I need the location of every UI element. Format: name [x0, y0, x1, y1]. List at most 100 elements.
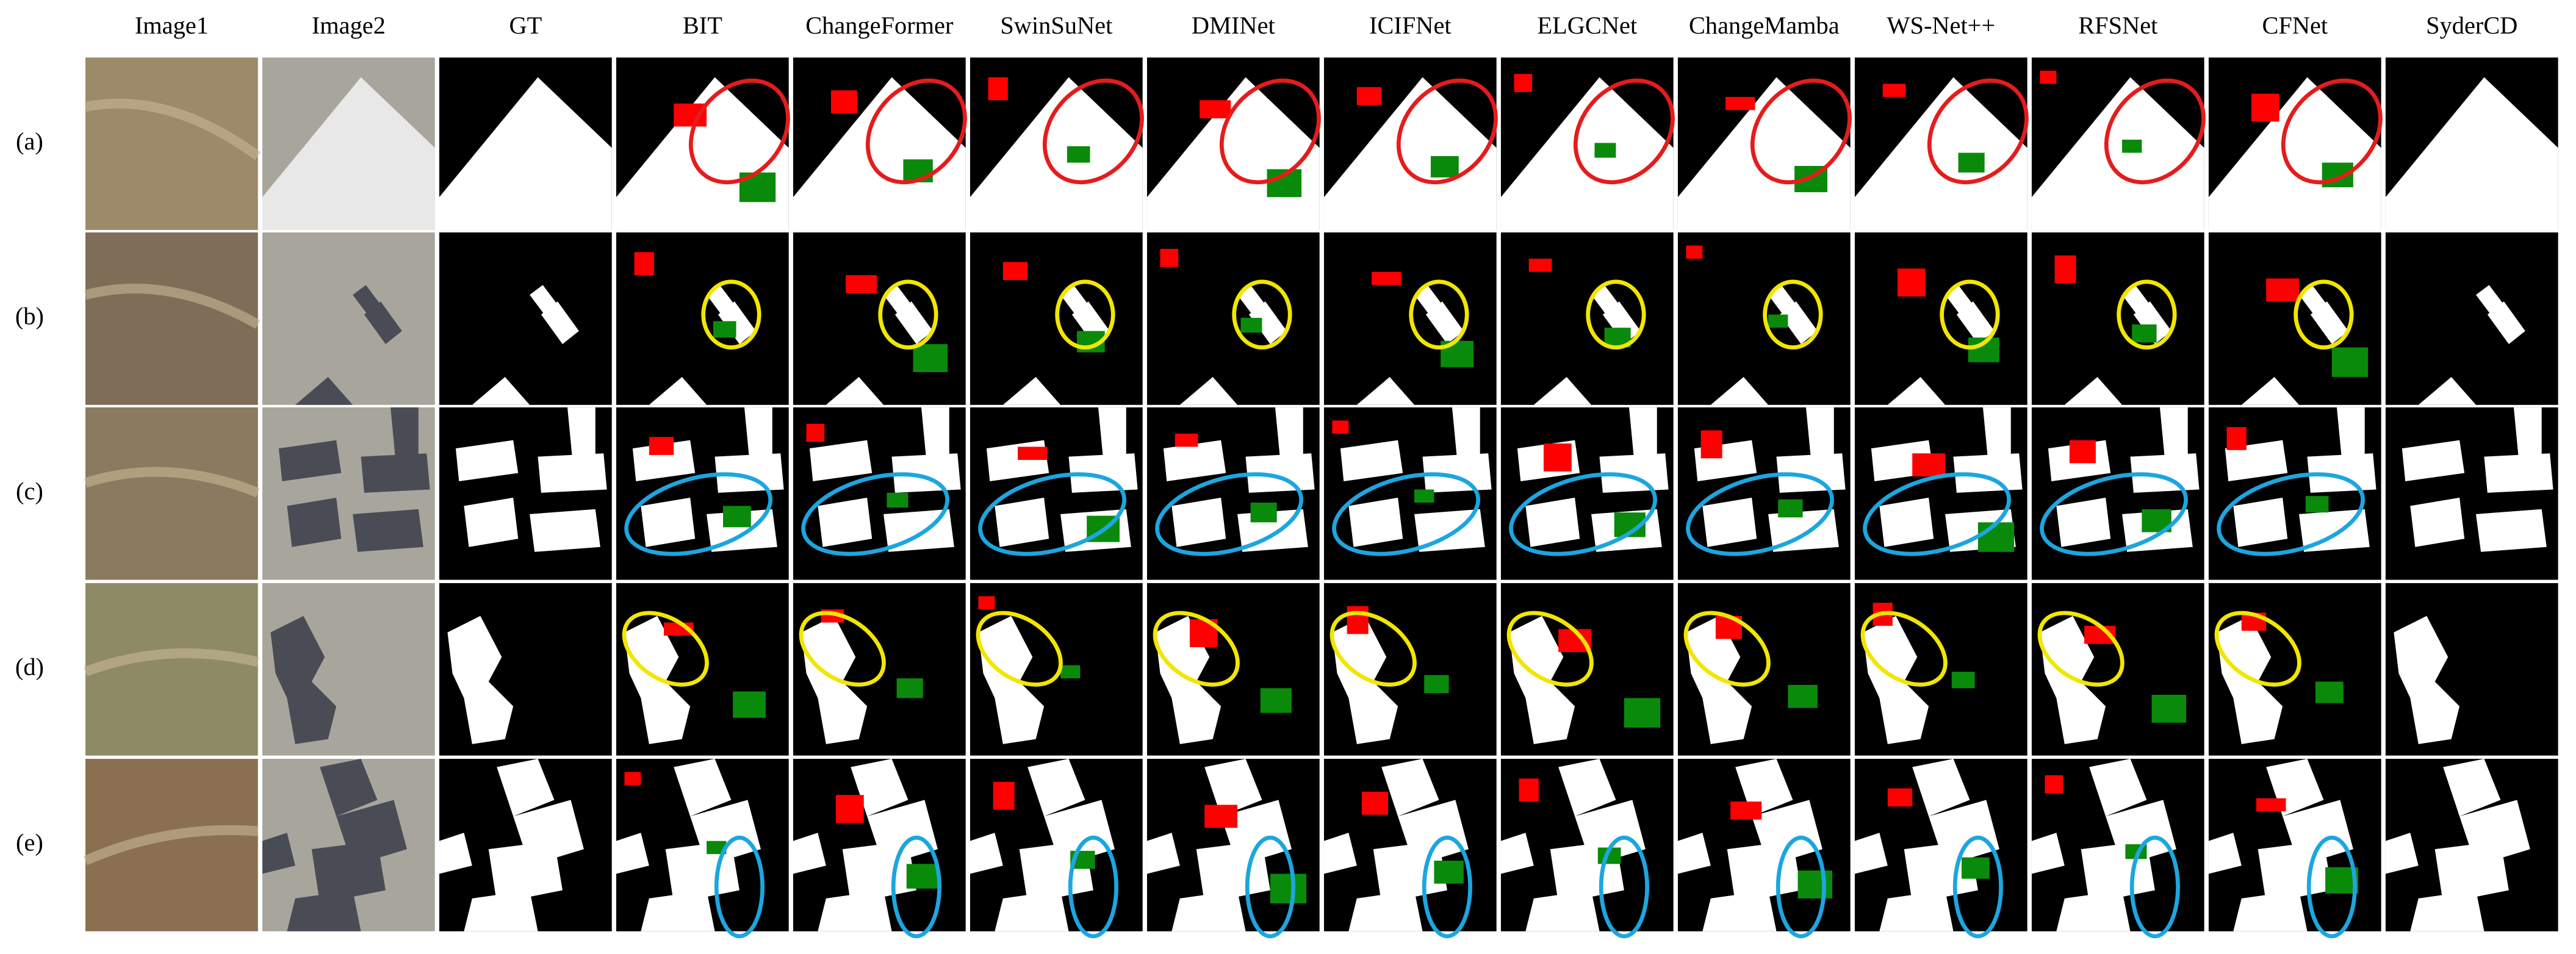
change-region — [455, 440, 519, 482]
image-cell — [1323, 407, 1497, 580]
change-region — [2241, 377, 2300, 405]
building-roof — [390, 407, 419, 476]
change-region — [2443, 759, 2501, 817]
false-positive — [2040, 70, 2057, 84]
image-cell — [2208, 57, 2383, 231]
highlight-ellipse — [1927, 78, 2029, 185]
false-positive — [2266, 278, 2300, 302]
column-header: ICIFNet — [1369, 12, 1452, 39]
image-cell — [1146, 407, 1320, 580]
image-cell — [970, 759, 1143, 939]
image-cell — [1500, 57, 1675, 231]
change-region — [1348, 890, 1423, 931]
highlight-ellipse — [1586, 279, 1646, 350]
image-cell — [84, 232, 261, 405]
change-region — [2233, 890, 2308, 931]
image-cell — [83, 759, 259, 931]
aerial-image — [85, 57, 258, 231]
false-negative — [2122, 139, 2142, 153]
false-positive — [1543, 443, 1572, 472]
image-cell — [2031, 407, 2204, 580]
false-positive — [1200, 100, 1231, 118]
highlight-ellipse — [714, 835, 765, 939]
false-negative — [1958, 152, 1985, 173]
change-region — [1179, 377, 1238, 405]
false-positive — [624, 772, 641, 786]
change-region — [530, 509, 600, 552]
false-negative — [887, 492, 908, 508]
change-region — [2225, 440, 2288, 482]
highlight-ellipse — [2217, 472, 2365, 556]
column-header: ChangeFormer — [805, 12, 954, 39]
false-positive — [1204, 805, 1238, 828]
change-region — [1677, 833, 1711, 874]
highlight-ellipse — [1153, 611, 1240, 687]
false-positive — [1730, 802, 1762, 820]
change-region — [1171, 497, 1226, 547]
column-header: SyderCD — [2426, 12, 2517, 39]
column-header: Image1 — [135, 12, 209, 39]
false-positive — [1361, 791, 1388, 815]
column-header: BIT — [683, 12, 722, 39]
false-positive — [988, 77, 1008, 101]
change-region — [641, 890, 715, 931]
false-negative — [723, 506, 751, 528]
image-cell — [616, 759, 789, 939]
false-positive — [1347, 606, 1369, 634]
false-positive — [1686, 245, 1703, 259]
image-cell — [2208, 407, 2381, 580]
false-negative — [1977, 522, 2015, 552]
texture — [84, 467, 260, 498]
building-roof — [270, 615, 337, 744]
column-header: WS-Net++ — [1887, 12, 1995, 39]
change-region — [2089, 759, 2147, 817]
highlight-ellipse — [1775, 835, 1826, 939]
image-cell — [1677, 407, 1851, 580]
change-region — [497, 759, 555, 817]
highlight-ellipse — [1042, 78, 1144, 185]
false-negative — [1434, 860, 1464, 884]
change-region — [1340, 440, 1403, 482]
change-region — [2385, 833, 2419, 874]
false-negative — [2331, 347, 2369, 378]
false-negative — [913, 344, 948, 372]
building-roof — [287, 890, 361, 931]
image-cell — [1677, 759, 1851, 939]
column-header: CFNet — [2262, 12, 2328, 39]
change-region — [970, 77, 1143, 231]
false-negative — [1060, 665, 1081, 679]
false-negative — [733, 691, 766, 718]
change-region — [851, 759, 908, 817]
change-region — [2434, 841, 2509, 903]
false-positive — [1897, 268, 1926, 297]
image-cell — [1500, 232, 1674, 405]
false-negative — [1270, 873, 1307, 903]
false-positive — [1356, 87, 1382, 106]
image-cell — [1146, 57, 1321, 231]
image-cell — [970, 407, 1143, 580]
false-negative — [1424, 675, 1449, 694]
column-header: SwinSuNet — [1000, 12, 1112, 39]
change-region — [2208, 77, 2381, 231]
highlight-ellipse — [978, 472, 1127, 556]
image-cell — [970, 57, 1144, 231]
change-region — [1525, 890, 1600, 931]
image-cell — [2385, 232, 2558, 405]
image-cell — [616, 583, 789, 756]
highlight-ellipse — [2117, 279, 2177, 350]
change-region — [793, 833, 826, 874]
change-region — [439, 833, 472, 874]
false-positive — [1700, 430, 1722, 459]
change-region — [1348, 497, 1403, 547]
highlight-ellipse — [2037, 611, 2124, 687]
highlight-ellipse — [1686, 472, 1834, 556]
false-positive — [1002, 262, 1028, 281]
false-negative — [713, 321, 736, 338]
aerial-image — [85, 232, 258, 405]
change-region — [995, 497, 1049, 547]
building-roof — [364, 301, 402, 345]
change-region — [472, 377, 530, 405]
false-negative — [2132, 324, 2157, 343]
false-positive — [835, 795, 864, 823]
